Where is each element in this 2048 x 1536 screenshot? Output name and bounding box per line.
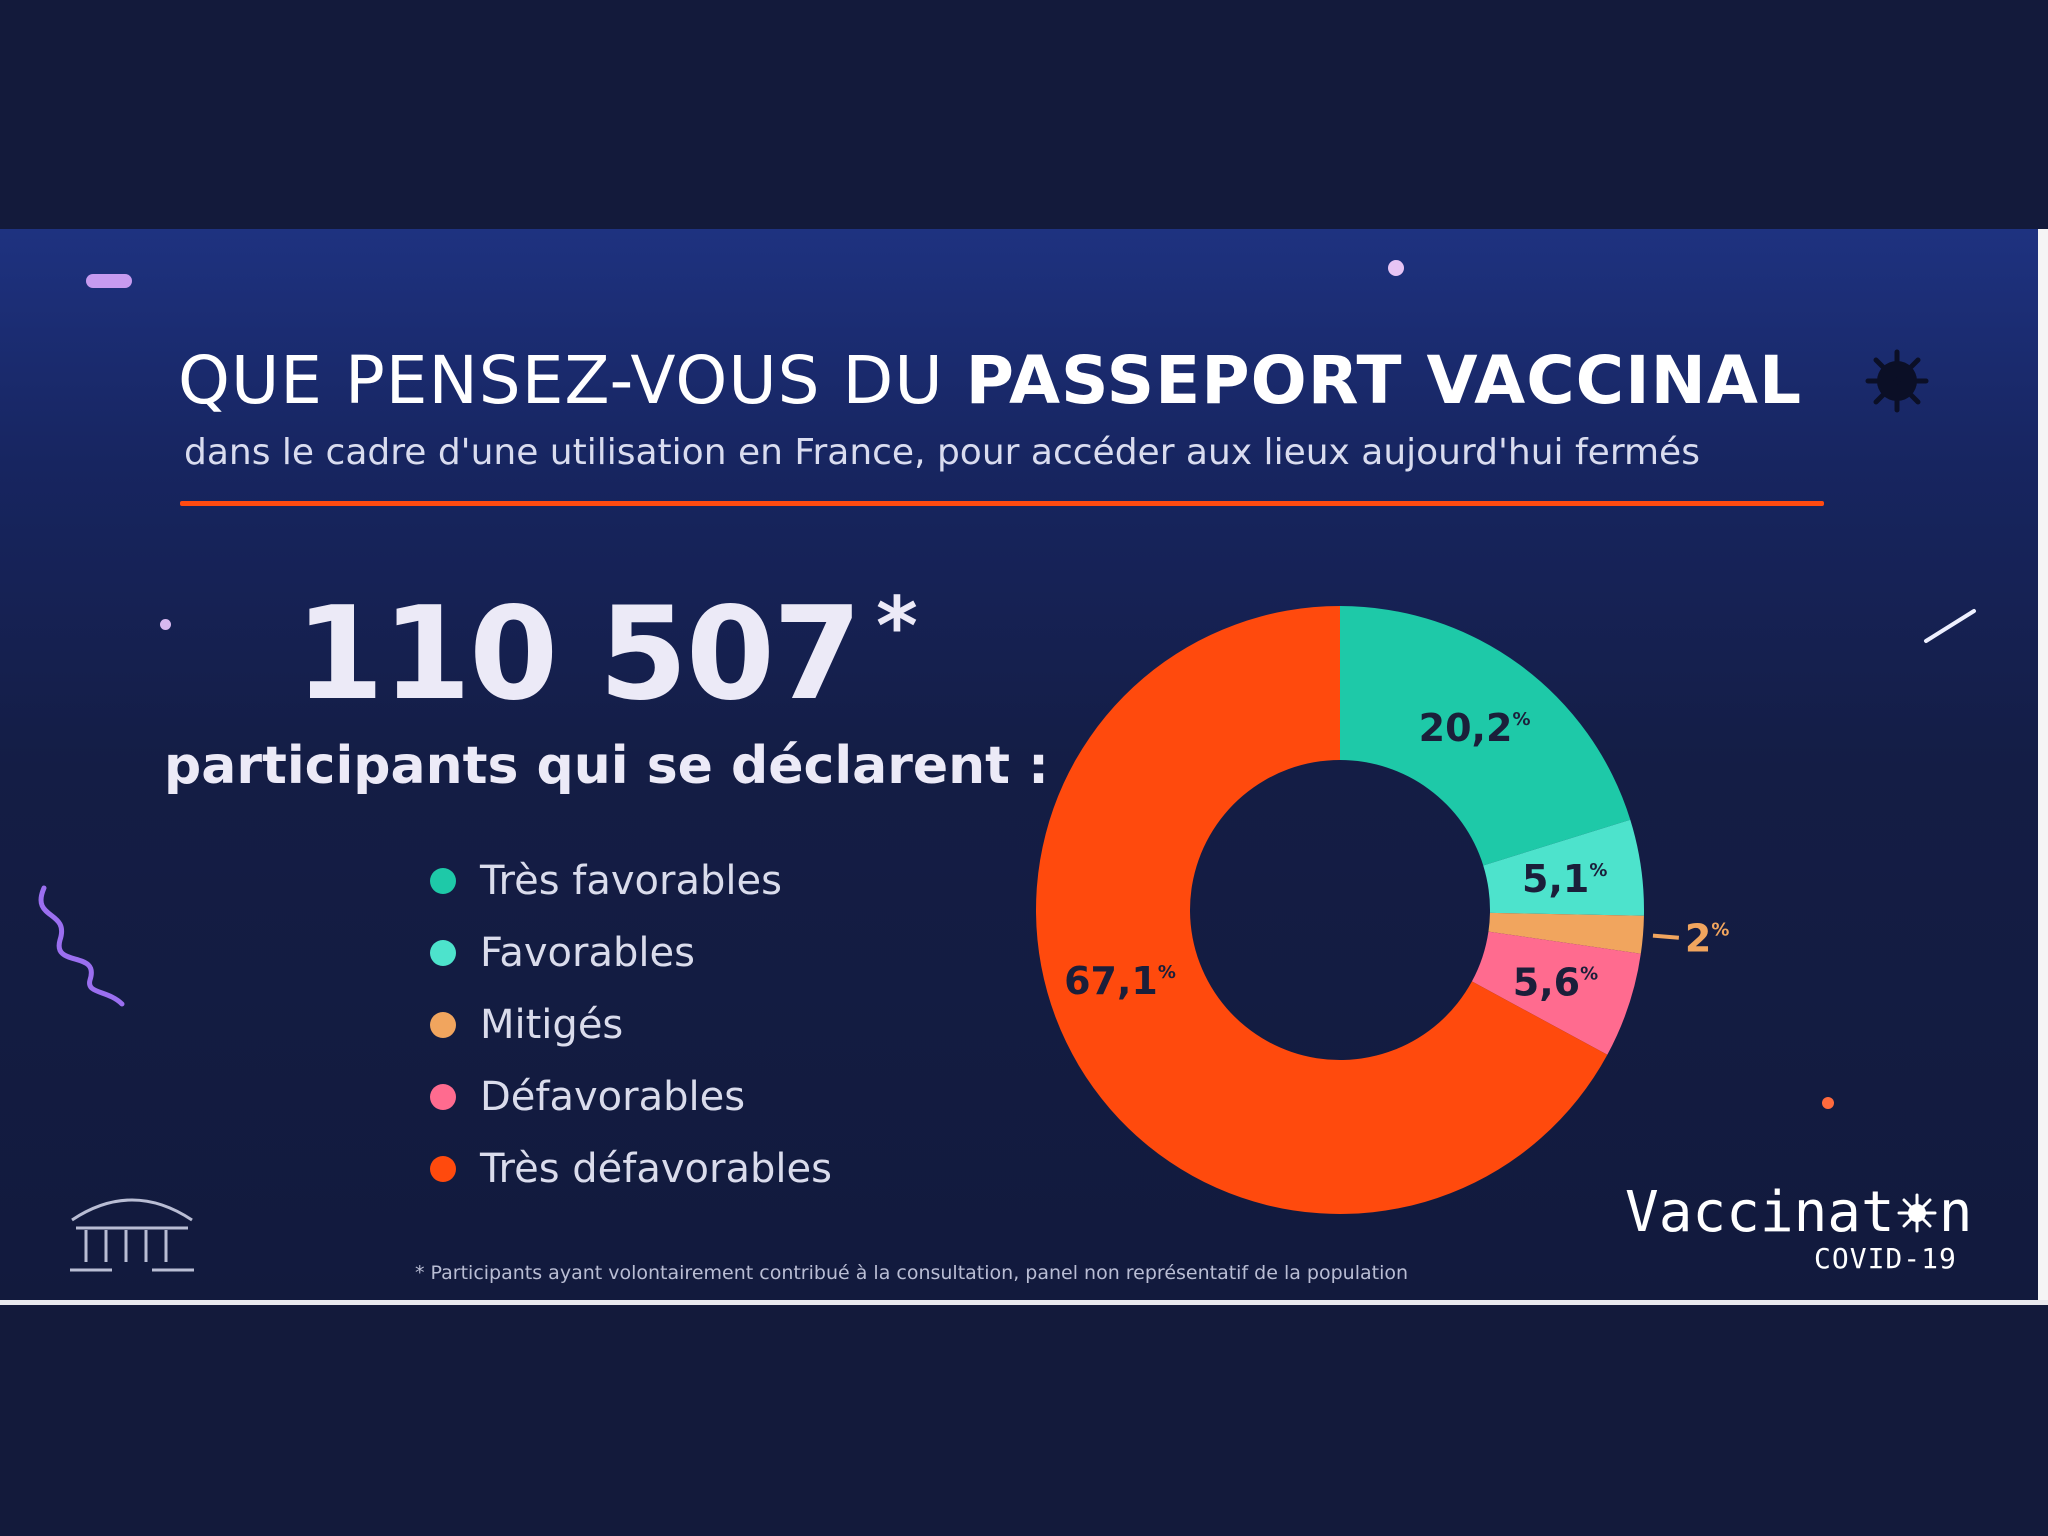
- footnote-mark: *: [875, 580, 918, 673]
- title-bold: PASSEPORT VACCINAL: [965, 342, 1803, 419]
- legend-item: Très favorables: [430, 845, 832, 917]
- right-edge: [2038, 229, 2048, 1304]
- infographic-card: [0, 229, 2038, 1304]
- legend-swatch: [430, 868, 456, 894]
- slice-leader-line: [1652, 933, 1680, 940]
- confetti-dot: [1822, 1097, 1834, 1109]
- brand-name: Vaccinat n: [1625, 1180, 1972, 1245]
- page-title: QUE PENSEZ-VOUS DU PASSEPORT VACCINAL: [178, 342, 1878, 419]
- confetti-dot: [1388, 260, 1404, 276]
- virus-icon: [1897, 1193, 1937, 1233]
- brand-subtitle: COVID-19: [1814, 1242, 1957, 1275]
- footnote: * Participants ayant volontairement cont…: [415, 1262, 1409, 1284]
- legend-label: Très favorables: [480, 858, 782, 904]
- legend-item: Défavorables: [430, 1061, 832, 1133]
- legend-label: Défavorables: [480, 1074, 746, 1120]
- confetti-line: [1924, 609, 1976, 643]
- donut-slice: [1036, 606, 1608, 1214]
- title-underline: [180, 501, 1824, 506]
- bottom-edge: [0, 1300, 2048, 1305]
- donut-slice: [1483, 819, 1644, 916]
- legend-label: Mitigés: [480, 1002, 624, 1048]
- legend-swatch: [430, 940, 456, 966]
- donut-slice: [1340, 606, 1631, 866]
- donut-chart: 20,2%5,1%2%5,6%67,1%: [1036, 606, 1730, 1214]
- confetti-squiggle: [38, 885, 125, 1007]
- legend-swatch: [430, 1012, 456, 1038]
- confetti-dash: [86, 274, 132, 288]
- legend-item: Très défavorables: [430, 1133, 832, 1205]
- participant-count: 110 507 *: [295, 580, 918, 729]
- legend-swatch: [430, 1156, 456, 1182]
- page-subtitle: dans le cadre d'une utilisation en Franc…: [184, 432, 1700, 473]
- slice-label: 2%: [1685, 917, 1730, 961]
- participant-count-value: 110 507: [295, 580, 862, 729]
- legend-item: Favorables: [430, 917, 832, 989]
- legend-label: Très défavorables: [480, 1146, 832, 1192]
- participants-caption: participants qui se déclarent :: [164, 736, 1049, 796]
- legend-swatch: [430, 1084, 456, 1110]
- donut-slice: [1471, 931, 1641, 1055]
- slice-label: 5,1%: [1522, 857, 1607, 901]
- confetti-dot: [160, 619, 171, 630]
- legend-item: Mitigés: [430, 989, 832, 1061]
- brand-name-start: Vaccinat: [1625, 1180, 1895, 1245]
- virus-icon: [1865, 349, 1929, 413]
- slice-label: 20,2%: [1419, 706, 1531, 750]
- building-logo: [70, 1198, 194, 1272]
- legend-label: Favorables: [480, 930, 695, 976]
- slice-label: 67,1%: [1064, 959, 1176, 1003]
- donut-slice: [1488, 912, 1644, 954]
- brand-name-end: n: [1938, 1180, 1973, 1245]
- title-regular: QUE PENSEZ-VOUS DU: [178, 342, 944, 419]
- chart-legend: Très favorables Favorables Mitigés Défav…: [430, 845, 832, 1205]
